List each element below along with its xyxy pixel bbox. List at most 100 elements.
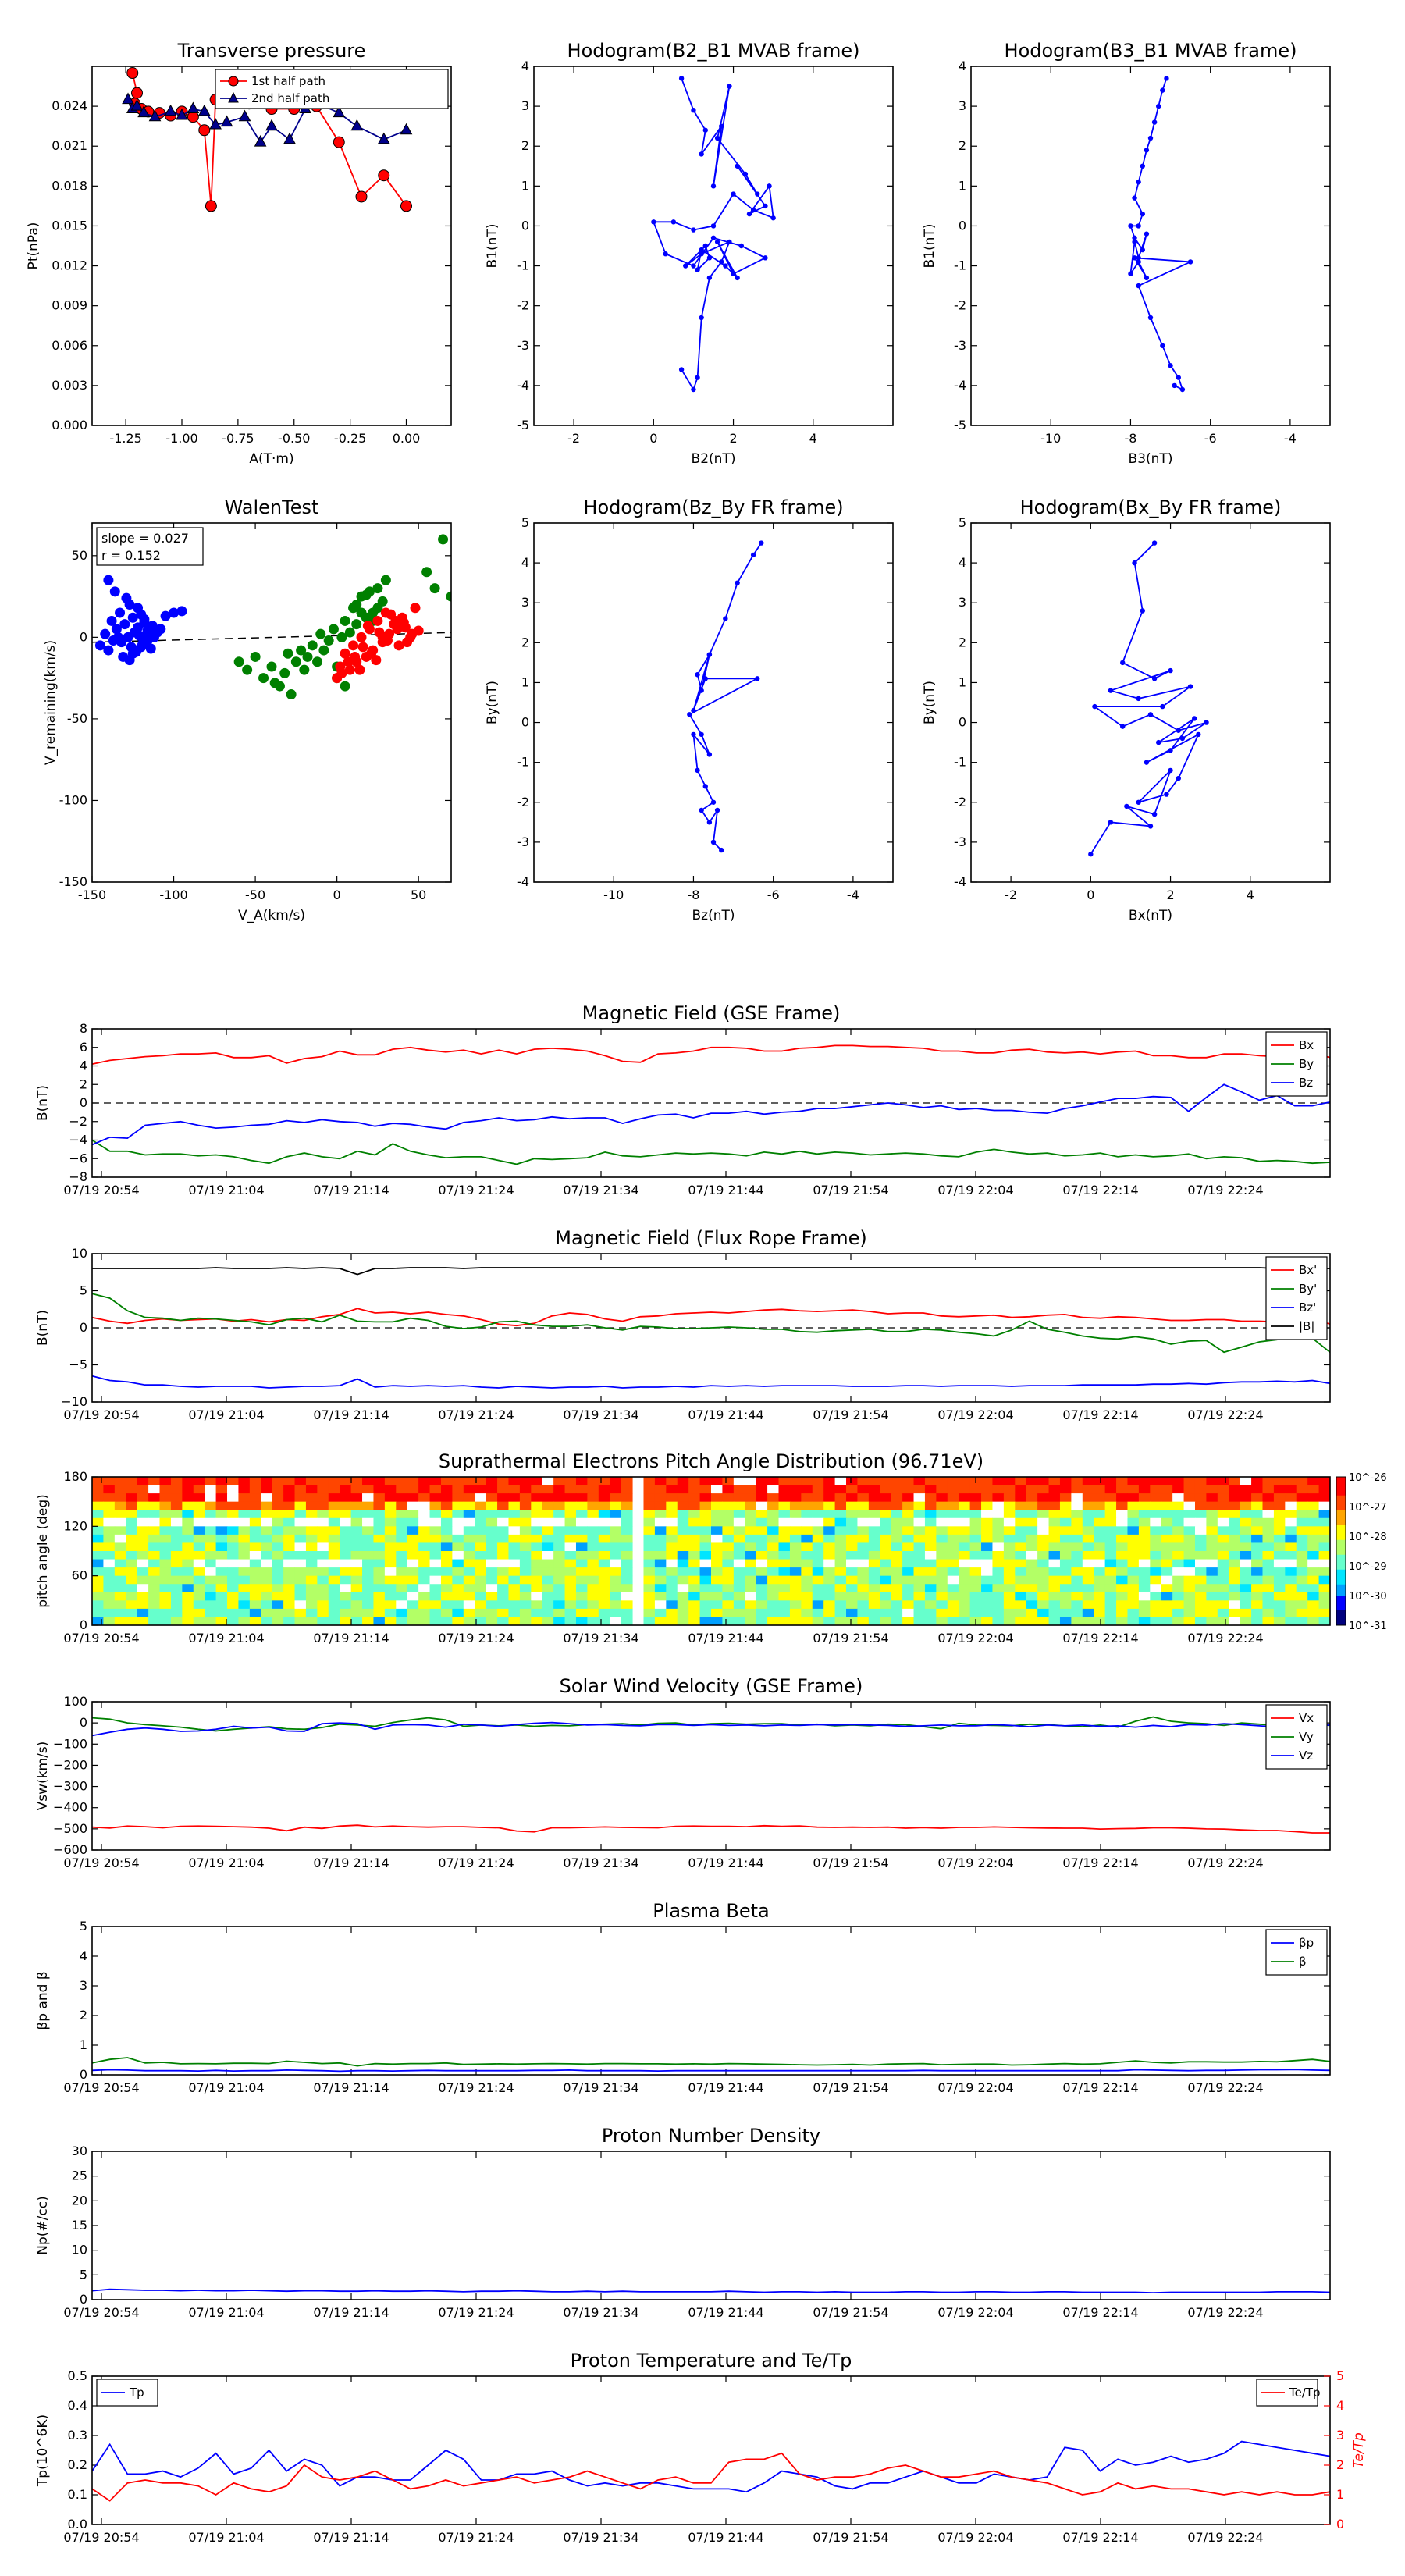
heatmap-cell (261, 1493, 273, 1503)
heatmap-cell (1172, 1542, 1185, 1552)
heatmap-cell (1194, 1559, 1207, 1568)
heatmap-cell (261, 1485, 273, 1494)
heatmap-cell (159, 1608, 172, 1617)
heatmap-cell (1318, 1542, 1331, 1552)
heatmap-cell (587, 1559, 599, 1568)
heatmap-cell (1150, 1485, 1162, 1494)
heatmap-cell (249, 1542, 261, 1552)
heatmap-cell (1071, 1493, 1083, 1503)
heatmap-cell (1217, 1526, 1229, 1535)
colorbar-frame (1336, 1476, 1346, 1626)
heatmap-cell (1161, 1600, 1173, 1610)
heatmap-cell (745, 1485, 757, 1494)
heatmap-cell (126, 1510, 138, 1519)
heatmap-cell (373, 1584, 386, 1593)
data-point (446, 591, 451, 602)
heatmap-cell (959, 1575, 971, 1585)
heatmap-cell (654, 1567, 667, 1577)
heatmap-cell (610, 1534, 622, 1543)
heatmap-cell (205, 1542, 217, 1552)
heatmap-cell (1150, 1542, 1162, 1552)
heatmap-cell (564, 1600, 577, 1610)
heatmap-cell (182, 1559, 194, 1568)
heatmap-cell (261, 1592, 273, 1601)
heatmap-cell (92, 1551, 104, 1560)
heatmap-cell (350, 1592, 363, 1601)
data-point (1192, 716, 1197, 721)
heatmap-cell (373, 1592, 386, 1601)
heatmap-cell (688, 1542, 701, 1552)
heatmap-cell (1217, 1559, 1229, 1568)
heatmap-cell (1082, 1510, 1094, 1519)
heatmap-cell (1026, 1617, 1038, 1626)
heatmap-cell (475, 1592, 487, 1601)
heatmap-cell (148, 1485, 161, 1494)
heatmap-cell (440, 1510, 453, 1519)
y-tick-label: −8 (69, 1169, 87, 1184)
y-tick-label: 2 (80, 2008, 87, 2023)
y-tick-label: 2 (80, 1076, 87, 1091)
x-tick-label: 07/19 21:04 (188, 1407, 264, 1422)
data-point (755, 676, 760, 681)
heatmap-cell (992, 1575, 1005, 1585)
heatmap-cell (531, 1584, 543, 1593)
heatmap-cell (317, 1493, 329, 1503)
heatmap-cell (137, 1575, 149, 1585)
heatmap-cell (305, 1559, 318, 1568)
heatmap-cell (1183, 1493, 1196, 1503)
heatmap-cell (1240, 1600, 1252, 1610)
heatmap-cell (452, 1559, 464, 1568)
heatmap-cell (654, 1517, 667, 1527)
heatmap-cell (981, 1567, 993, 1577)
heatmap-cell (587, 1493, 599, 1503)
heatmap-cell (643, 1517, 656, 1527)
y-tick-label: -4 (954, 874, 966, 889)
heatmap-cell (1206, 1510, 1218, 1519)
x-tick-label: 07/19 22:14 (1062, 2080, 1138, 2095)
heatmap-cell (812, 1534, 824, 1543)
heatmap-cell (1217, 1485, 1229, 1494)
heatmap-cell (193, 1584, 205, 1593)
heatmap-cell (126, 1551, 138, 1560)
axes-frame (91, 1701, 1331, 1851)
heatmap-cell (666, 1517, 678, 1527)
heatmap-cell (880, 1485, 892, 1494)
heatmap-cell (1015, 1542, 1027, 1552)
heatmap-cell (1161, 1534, 1173, 1543)
x-tick-label: 4 (1247, 888, 1254, 902)
heatmap-cell (846, 1559, 858, 1568)
series-line (688, 543, 763, 851)
y-axis-label: B(nT) (35, 1085, 51, 1121)
heatmap-cell (891, 1517, 903, 1527)
heatmap-cell (1082, 1542, 1094, 1552)
x-tick-label: 07/19 21:34 (563, 1631, 638, 1646)
heatmap-cell (475, 1608, 487, 1617)
heatmap-cell (834, 1608, 847, 1617)
heatmap-cell (452, 1517, 464, 1527)
heatmap-cell (654, 1501, 667, 1510)
data-point (699, 315, 704, 321)
heatmap-cell (283, 1567, 296, 1577)
heatmap-cell (396, 1517, 408, 1527)
data-point (1151, 119, 1158, 125)
heatmap-cell (564, 1485, 577, 1494)
heatmap-cell (486, 1493, 498, 1503)
x-tick-label: -6 (1204, 431, 1217, 446)
heatmap-cell (497, 1485, 509, 1494)
heatmap-cell (722, 1575, 735, 1585)
heatmap-cell (1037, 1501, 1050, 1510)
colorbar-step (1336, 1507, 1346, 1511)
x-tick-label: 07/19 21:14 (313, 2080, 389, 2095)
heatmap-cell (959, 1617, 971, 1626)
heatmap-cell (1318, 1526, 1331, 1535)
heatmap-cell (722, 1542, 735, 1552)
heatmap-cell (959, 1534, 971, 1543)
data-point (723, 263, 728, 269)
heatmap-cell (328, 1608, 340, 1617)
heatmap-cell (1059, 1584, 1072, 1593)
heatmap-cell (103, 1567, 116, 1577)
heatmap-cell (553, 1551, 566, 1560)
heatmap-cell (654, 1600, 667, 1610)
heatmap-cell (1296, 1617, 1308, 1626)
heatmap-cell (362, 1584, 374, 1593)
